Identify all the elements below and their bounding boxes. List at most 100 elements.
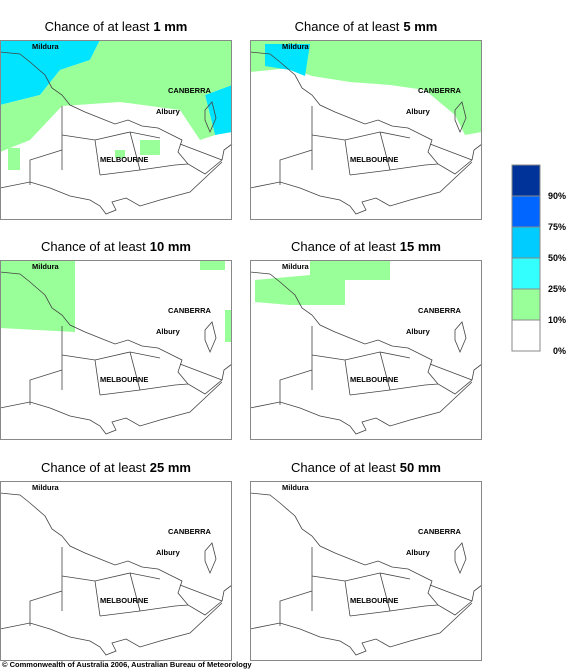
boundary	[0, 381, 223, 435]
rain-area	[265, 44, 310, 76]
boundary	[29, 572, 189, 626]
boundary	[429, 584, 473, 602]
boundary	[249, 161, 473, 215]
boundary	[279, 351, 439, 405]
boundary	[179, 584, 223, 602]
rain-area	[205, 85, 232, 135]
boundary	[29, 351, 189, 405]
panel-title: Chance of at least 1 mm	[45, 19, 188, 34]
title-amount: 25 mm	[150, 460, 191, 475]
panel-title: Chance of at least 25 mm	[41, 460, 191, 475]
title-prefix: Chance of at least	[45, 19, 150, 34]
city-label: CANBERRA	[418, 86, 462, 95]
boundary	[221, 143, 233, 161]
city-label: Albury	[156, 107, 181, 116]
legend-swatch	[511, 195, 541, 228]
city-label: Albury	[156, 548, 181, 557]
boundary	[179, 363, 223, 381]
boundary	[454, 542, 467, 575]
rain-area	[255, 260, 390, 305]
map-frame	[250, 40, 482, 220]
city-label: CANBERRA	[418, 527, 462, 536]
city-label: CANBERRA	[168, 306, 212, 315]
legend-swatch	[511, 164, 541, 197]
boundary	[221, 363, 233, 381]
rain-area	[0, 260, 75, 332]
boundary	[279, 572, 439, 626]
legend-label: 0%	[553, 346, 566, 356]
panel-title: Chance of at least 15 mm	[291, 239, 441, 254]
panel-title: Chance of at least 10 mm	[41, 239, 191, 254]
boundary	[249, 492, 473, 616]
legend-swatch	[511, 226, 541, 259]
rain-area	[115, 150, 125, 158]
map: Mildura CANBERRA Albury MELBOURNE	[0, 481, 233, 661]
map: Mildura CANBERRA Albury MELBOURNE	[249, 481, 483, 661]
rain-area	[8, 148, 20, 170]
map-frame	[250, 481, 482, 661]
title-prefix: Chance of at least	[295, 19, 400, 34]
city-label: Mildura	[282, 42, 309, 51]
title-prefix: Chance of at least	[291, 460, 396, 475]
city-label: MELBOURNE	[350, 596, 398, 605]
city-label: Mildura	[32, 42, 59, 51]
rain-area	[0, 40, 232, 152]
legend-label: 90%	[548, 191, 566, 201]
legend-swatch	[511, 257, 541, 290]
map-frame	[0, 40, 232, 220]
panel-title: Chance of at least 5 mm	[295, 19, 438, 34]
legend-label: 50%	[548, 253, 566, 263]
boundary	[471, 363, 483, 381]
map-frame	[0, 481, 232, 661]
map: Mildura CANBERRA Albury MELBOURNE	[249, 260, 483, 440]
city-label: Albury	[406, 327, 431, 336]
boundary	[454, 321, 467, 354]
boundary	[249, 381, 473, 435]
boundary	[204, 101, 217, 134]
boundary	[429, 143, 473, 161]
boundary	[0, 271, 223, 395]
boundary	[0, 602, 223, 656]
map-frame	[250, 260, 482, 440]
city-label: CANBERRA	[168, 86, 212, 95]
city-label: MELBOURNE	[350, 375, 398, 384]
city-label: CANBERRA	[418, 306, 462, 315]
boundary	[249, 602, 473, 656]
title-amount: 5 mm	[403, 19, 437, 34]
boundary	[471, 143, 483, 161]
boundary	[429, 363, 473, 381]
map: Mildura CANBERRA Albury MELBOURNE	[249, 40, 483, 220]
city-label: MELBOURNE	[100, 375, 148, 384]
map-frame	[0, 260, 232, 440]
panel-title: Chance of at least 50 mm	[291, 460, 441, 475]
city-label: CANBERRA	[168, 527, 212, 536]
boundary	[204, 321, 217, 354]
boundary	[471, 584, 483, 602]
map: Mildura CANBERRA Albury MELBOURNE	[0, 40, 233, 220]
rain-area	[250, 40, 482, 135]
boundary	[454, 101, 467, 134]
city-label: Albury	[156, 327, 181, 336]
city-label: MELBOURNE	[100, 596, 148, 605]
city-label: Mildura	[32, 262, 59, 271]
rain-area	[200, 260, 225, 270]
boundary	[249, 271, 473, 395]
boundary	[179, 143, 223, 161]
legend-label: 25%	[548, 284, 566, 294]
city-label: Mildura	[282, 262, 309, 271]
legend-label: 10%	[548, 315, 566, 325]
legend-swatch	[511, 319, 541, 352]
title-prefix: Chance of at least	[291, 239, 396, 254]
city-label: MELBOURNE	[100, 155, 148, 164]
boundary	[279, 131, 439, 185]
rain-area	[225, 310, 232, 342]
title-amount: 50 mm	[400, 460, 441, 475]
copyright: © Commonwealth of Australia 2006, Austra…	[2, 660, 252, 669]
title-amount: 15 mm	[400, 239, 441, 254]
map: Mildura CANBERRA Albury MELBOURNE	[0, 260, 233, 440]
boundary	[29, 131, 189, 185]
city-label: Albury	[406, 548, 431, 557]
boundary	[204, 542, 217, 575]
